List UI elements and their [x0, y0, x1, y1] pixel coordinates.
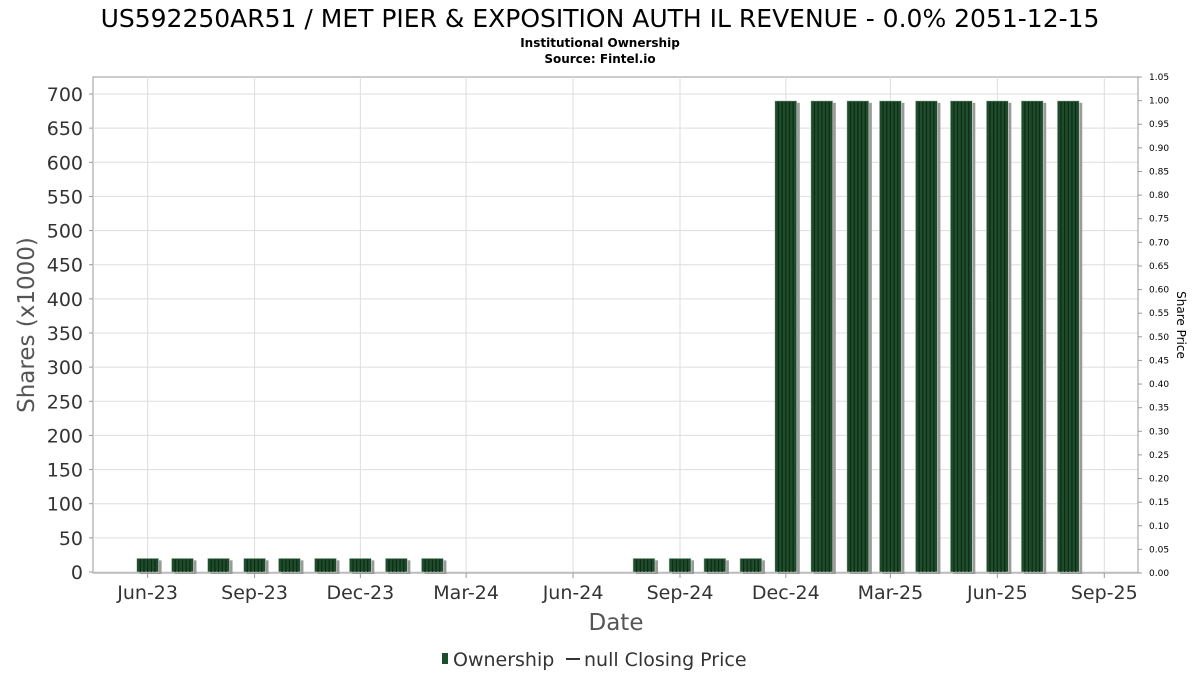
bar	[314, 558, 340, 574]
bar	[774, 100, 800, 574]
y2-tick-label: 0.10	[1149, 522, 1169, 532]
y2-axis-title: Share Price	[1174, 291, 1188, 359]
y-tick-label: 300	[47, 357, 83, 379]
chart-subtitle: Institutional Ownership	[520, 36, 680, 50]
y2-tick-label: 0.30	[1149, 427, 1169, 437]
y-tick-label: 0	[71, 562, 83, 584]
y-axis-right: 0.00 0.05 0.10 0.15 0.20 0.25 0.30 0.35 0.40 0.45…	[1137, 73, 1169, 579]
y2-tick-label: 0.85	[1149, 167, 1169, 177]
y2-tick-label: 1.00	[1149, 97, 1169, 107]
y-tick-label: 100	[47, 494, 83, 516]
y2-tick-label: 0.75	[1149, 215, 1169, 225]
y-axis-title: Shares (x1000)	[14, 237, 40, 413]
bar	[986, 100, 1012, 574]
y2-tick-label: 0.45	[1149, 356, 1169, 366]
bar	[1056, 100, 1083, 574]
bar	[349, 558, 375, 574]
y2-tick-label: 0.90	[1149, 144, 1169, 154]
y2-tick-label: 0.40	[1149, 380, 1169, 390]
y2-tick-label: 0.70	[1149, 238, 1169, 248]
y-tick-label: 700	[47, 84, 83, 106]
bar	[385, 558, 411, 574]
legend: Ownership null Closing Price	[442, 649, 747, 671]
bar	[421, 558, 447, 574]
y-tick-label: 150	[47, 460, 83, 482]
y2-tick-label: 0.05	[1149, 545, 1169, 555]
y-tick-label: 200	[47, 425, 83, 447]
x-tick-label: Jun-25	[966, 582, 1028, 604]
x-tick-label: Sep-23	[221, 582, 288, 604]
bar	[171, 558, 197, 574]
bar	[703, 558, 729, 574]
legend-price-label: null Closing Price	[584, 649, 747, 671]
y-tick-label: 250	[47, 391, 83, 413]
x-axis: Jun-23 Sep-23 Dec-23 Mar-24 Jun-24 Sep-24 Dec-…	[93, 572, 1138, 604]
x-tick-label: Dec-24	[752, 582, 820, 604]
y2-tick-label: 0.25	[1149, 451, 1169, 461]
bar	[136, 558, 162, 574]
plot-area	[92, 76, 1139, 574]
x-tick-label: Mar-25	[858, 582, 924, 604]
bar	[243, 558, 269, 574]
bar	[739, 558, 765, 574]
y2-tick-label: 0.50	[1149, 333, 1169, 343]
bar-series-ownership	[136, 100, 1083, 574]
y-tick-label: 350	[47, 323, 83, 345]
bar	[278, 558, 304, 574]
bar	[1020, 100, 1047, 574]
y2-tick-label: 0.00	[1149, 569, 1169, 579]
bar	[950, 100, 976, 574]
y-tick-label: 600	[47, 152, 83, 174]
bar	[207, 558, 233, 574]
y2-tick-label: 0.95	[1149, 120, 1169, 130]
y-axis-left: 0 50 100 150 200 250 300 350 400 450 500 550 600 650 7…	[47, 84, 93, 584]
y2-tick-label: 0.80	[1149, 191, 1169, 201]
y2-tick-label: 1.05	[1149, 73, 1169, 83]
y2-tick-label: 0.20	[1149, 475, 1169, 485]
x-axis-title: Date	[589, 610, 644, 636]
y-tick-label: 50	[59, 528, 83, 550]
y-tick-label: 400	[47, 289, 83, 311]
legend-ownership-swatch	[442, 653, 448, 664]
y2-tick-label: 0.35	[1149, 404, 1169, 414]
x-tick-label: Sep-24	[647, 582, 714, 604]
x-tick-label: Dec-23	[326, 582, 394, 604]
y-tick-label: 500	[47, 221, 83, 243]
y-tick-label: 650	[47, 118, 83, 140]
chart-source: Source: Fintel.io	[544, 52, 655, 66]
y2-tick-label: 0.15	[1149, 498, 1169, 508]
legend-ownership-label: Ownership	[453, 649, 554, 671]
x-tick-label: Sep-25	[1071, 582, 1138, 604]
y2-tick-label: 0.60	[1149, 286, 1169, 296]
bar	[810, 100, 836, 574]
bar	[668, 558, 695, 574]
x-tick-label: Mar-24	[433, 582, 499, 604]
x-tick-label: Jun-24	[542, 582, 604, 604]
bar	[846, 100, 872, 574]
y-tick-label: 550	[47, 186, 83, 208]
chart-title: US592250AR51 / MET PIER & EXPOSITION AUT…	[101, 4, 1100, 33]
y2-tick-label: 0.65	[1149, 262, 1169, 272]
x-tick-label: Jun-23	[116, 582, 178, 604]
y2-tick-label: 0.55	[1149, 309, 1169, 319]
bar	[879, 100, 905, 574]
bar	[632, 558, 658, 574]
bar	[915, 100, 941, 574]
y-tick-label: 450	[47, 255, 83, 277]
